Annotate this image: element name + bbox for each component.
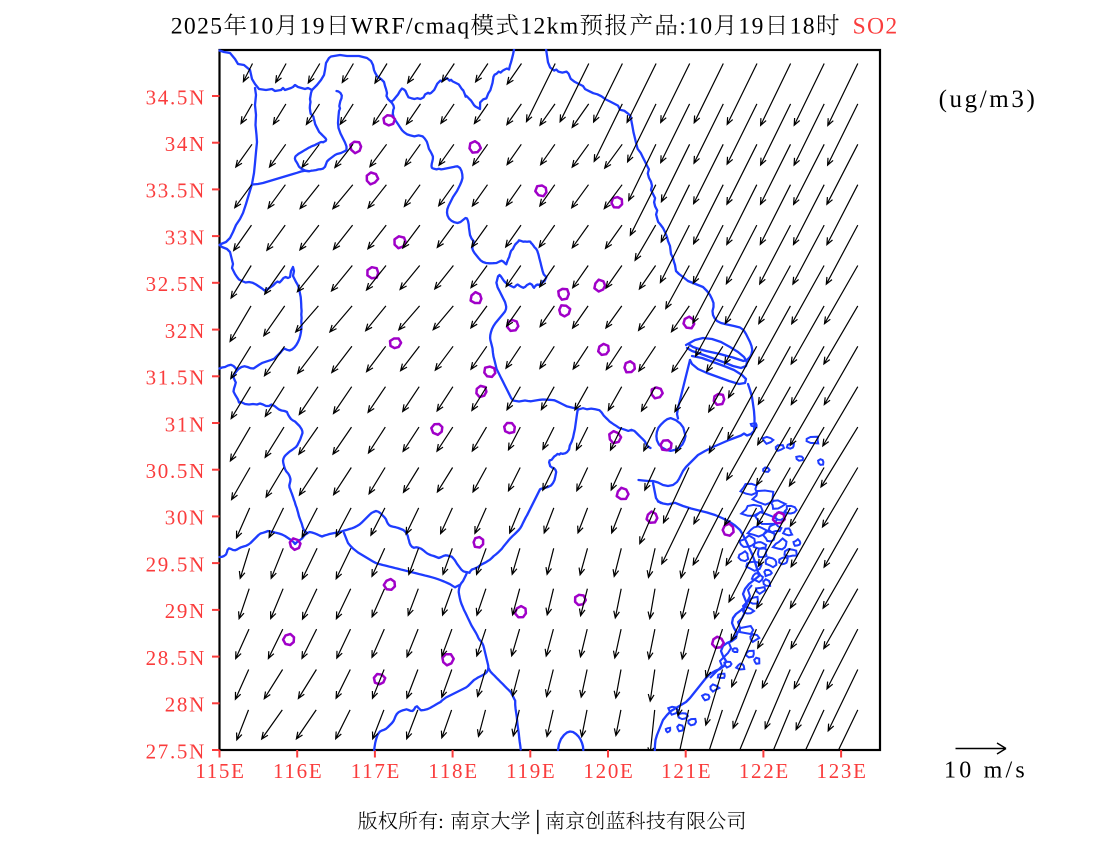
svg-text:28N: 28N: [165, 693, 206, 717]
svg-text:33N: 33N: [165, 225, 206, 249]
svg-text:10 m/s: 10 m/s: [944, 758, 1028, 784]
svg-text:118E: 118E: [428, 759, 478, 783]
svg-text:30N: 30N: [165, 506, 206, 530]
svg-text:119E: 119E: [506, 759, 556, 783]
svg-text:31.5N: 31.5N: [146, 366, 206, 390]
svg-text:34.5N: 34.5N: [146, 85, 206, 109]
svg-text:31N: 31N: [165, 412, 206, 436]
svg-text:33.5N: 33.5N: [146, 179, 206, 203]
svg-text:121E: 121E: [661, 759, 712, 783]
svg-text:(ug/m3): (ug/m3): [939, 86, 1038, 113]
svg-text:117E: 117E: [351, 759, 401, 783]
svg-text:32.5N: 32.5N: [146, 272, 206, 296]
svg-text:116E: 116E: [273, 759, 323, 783]
svg-text:122E: 122E: [739, 759, 790, 783]
svg-text:27.5N: 27.5N: [146, 739, 206, 763]
svg-text:30.5N: 30.5N: [146, 459, 206, 483]
svg-text:123E: 123E: [817, 759, 868, 783]
svg-text:115E: 115E: [195, 759, 245, 783]
svg-text:120E: 120E: [583, 759, 634, 783]
svg-text:29.5N: 29.5N: [146, 552, 206, 576]
svg-text:28.5N: 28.5N: [146, 646, 206, 670]
svg-text:32N: 32N: [165, 319, 206, 343]
svg-text:34N: 34N: [165, 132, 206, 156]
svg-text:29N: 29N: [165, 599, 206, 623]
